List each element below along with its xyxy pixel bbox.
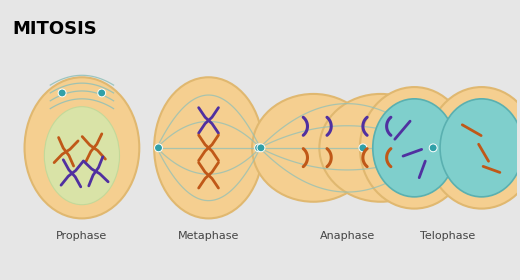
Circle shape — [257, 144, 265, 152]
Circle shape — [154, 144, 162, 152]
Circle shape — [98, 89, 106, 97]
Circle shape — [359, 144, 367, 152]
Text: Prophase: Prophase — [56, 231, 108, 241]
Ellipse shape — [319, 94, 442, 202]
Text: Anaphase: Anaphase — [319, 231, 375, 241]
Ellipse shape — [440, 99, 520, 197]
Ellipse shape — [24, 77, 139, 218]
Ellipse shape — [154, 77, 263, 218]
Text: MITOSIS: MITOSIS — [12, 20, 97, 38]
Ellipse shape — [44, 107, 120, 205]
Ellipse shape — [252, 94, 375, 202]
Circle shape — [429, 144, 437, 152]
Text: Telophase: Telophase — [420, 231, 476, 241]
Circle shape — [255, 144, 263, 152]
Circle shape — [58, 89, 66, 97]
Ellipse shape — [427, 87, 520, 209]
Text: Metaphase: Metaphase — [178, 231, 239, 241]
Ellipse shape — [360, 87, 469, 209]
Ellipse shape — [373, 99, 456, 197]
